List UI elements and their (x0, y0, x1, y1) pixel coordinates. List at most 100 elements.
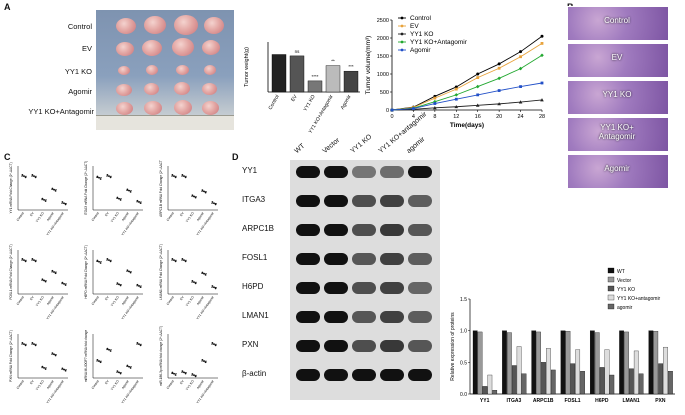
y-axis-label: Tumor weight(g) (244, 47, 250, 87)
blot-band (408, 166, 432, 178)
data-point (99, 361, 102, 364)
blot-protein-label: H6PD (242, 282, 264, 291)
x-axis-label: Time(days) (450, 122, 484, 129)
data-point (390, 108, 394, 112)
tick-label: H6PD (595, 398, 609, 404)
blot-band (380, 311, 404, 323)
data-point (181, 174, 184, 176)
blot-band (352, 369, 376, 381)
bar (653, 331, 659, 395)
data-point (211, 342, 214, 344)
blot-band (296, 311, 320, 323)
blot-band (352, 282, 376, 294)
blot-band (296, 195, 320, 207)
data-point (540, 81, 544, 85)
data-point (181, 370, 184, 373)
bar (546, 348, 551, 395)
data-point (44, 368, 47, 370)
bar (487, 374, 493, 395)
blot-protein-label: FOSL1 (242, 253, 268, 262)
data-point (21, 174, 24, 176)
blot-band (408, 369, 432, 381)
y-tick-label: 1.0 (460, 329, 467, 335)
data-point (99, 178, 102, 180)
data-point (519, 55, 522, 59)
data-point (191, 280, 194, 282)
data-point (96, 259, 99, 262)
legend-swatch (607, 303, 615, 310)
bar (536, 331, 541, 395)
data-point (64, 284, 67, 286)
group-label-yy1ko-antagomir: YY1 KO+Antagomir (28, 107, 94, 116)
mini-y-label: YY1 mRNA Fold Change (2^-ΔΔCT) (9, 162, 13, 213)
tumor (144, 83, 159, 95)
blot-protein-label: ITGA3 (242, 195, 266, 204)
x-tick-label: 8 (433, 114, 436, 120)
legend-label: Agomir (410, 47, 431, 54)
data-point (454, 85, 458, 89)
legend-label: YY1 KO+antagomir (617, 296, 661, 302)
significance-label: ** (331, 59, 335, 64)
blot-band (380, 166, 404, 178)
mini-y-label: miRNA MLIOOF7 mRNA fold change (84, 330, 88, 382)
bar (516, 346, 522, 395)
tumor (176, 65, 189, 75)
data-point (497, 66, 501, 70)
data-point (119, 372, 122, 375)
tumor (174, 82, 190, 95)
tumor (172, 38, 194, 56)
legend-marker (400, 48, 404, 52)
tumor (204, 17, 224, 34)
data-point (96, 358, 99, 361)
series-line (391, 99, 543, 111)
legend-label: Control (410, 15, 432, 22)
mini-y-label: miR-186-3p mRNA fold change (2^-ΔΔCT) (159, 326, 163, 386)
data-point (34, 260, 37, 263)
tumor (146, 65, 158, 75)
data-point (126, 269, 129, 272)
data-point (433, 96, 437, 100)
y-axis-label: Tumor volume(mm³) (365, 36, 372, 95)
blot-band (296, 369, 320, 381)
mini-y-label: ITGA3 mRNA Fold Change (2^-ΔΔCT) (84, 161, 88, 215)
x-tick-label: 24 (518, 114, 524, 120)
data-point (211, 201, 214, 203)
group-label-yy1ko: YY1 KO (64, 67, 92, 76)
mini-tick-label: Control (166, 295, 175, 306)
y-axis-label: Relative expression of proteins (450, 312, 456, 381)
blot-band (408, 282, 432, 294)
tumor-volume-chart: 0 500 1000 1500 2000 2500 0 4 8 12 16 20 24 28 Time(da… (365, 15, 545, 129)
tumor (144, 16, 166, 34)
data-point (106, 174, 109, 176)
data-point (119, 284, 122, 287)
mini-tick-label: Control (16, 295, 25, 306)
x-tick-label: 28 (539, 114, 545, 120)
data-point (476, 76, 480, 79)
bar (624, 331, 629, 395)
data-point (540, 42, 544, 45)
bar (307, 80, 323, 93)
x-tick-label: 20 (496, 114, 502, 120)
y-tick-label: 1.5 (460, 297, 467, 303)
data-point (54, 272, 57, 275)
blot-band (380, 282, 404, 294)
data-point (204, 273, 207, 276)
blot-band (408, 195, 432, 207)
data-point (54, 189, 57, 192)
data-point (433, 106, 437, 110)
blot-band (296, 224, 320, 236)
legend-swatch (607, 294, 615, 301)
data-point (497, 76, 501, 81)
data-point (201, 189, 204, 192)
data-point (129, 367, 132, 369)
tumor (174, 15, 198, 35)
mini-tick-label: EV (104, 295, 110, 301)
blot-band (324, 166, 348, 178)
blot-band (324, 369, 348, 381)
tumor (116, 84, 132, 96)
data-point (475, 84, 480, 89)
bar (580, 371, 585, 395)
blot-band (380, 253, 404, 265)
legend-label: Vector (617, 278, 632, 284)
